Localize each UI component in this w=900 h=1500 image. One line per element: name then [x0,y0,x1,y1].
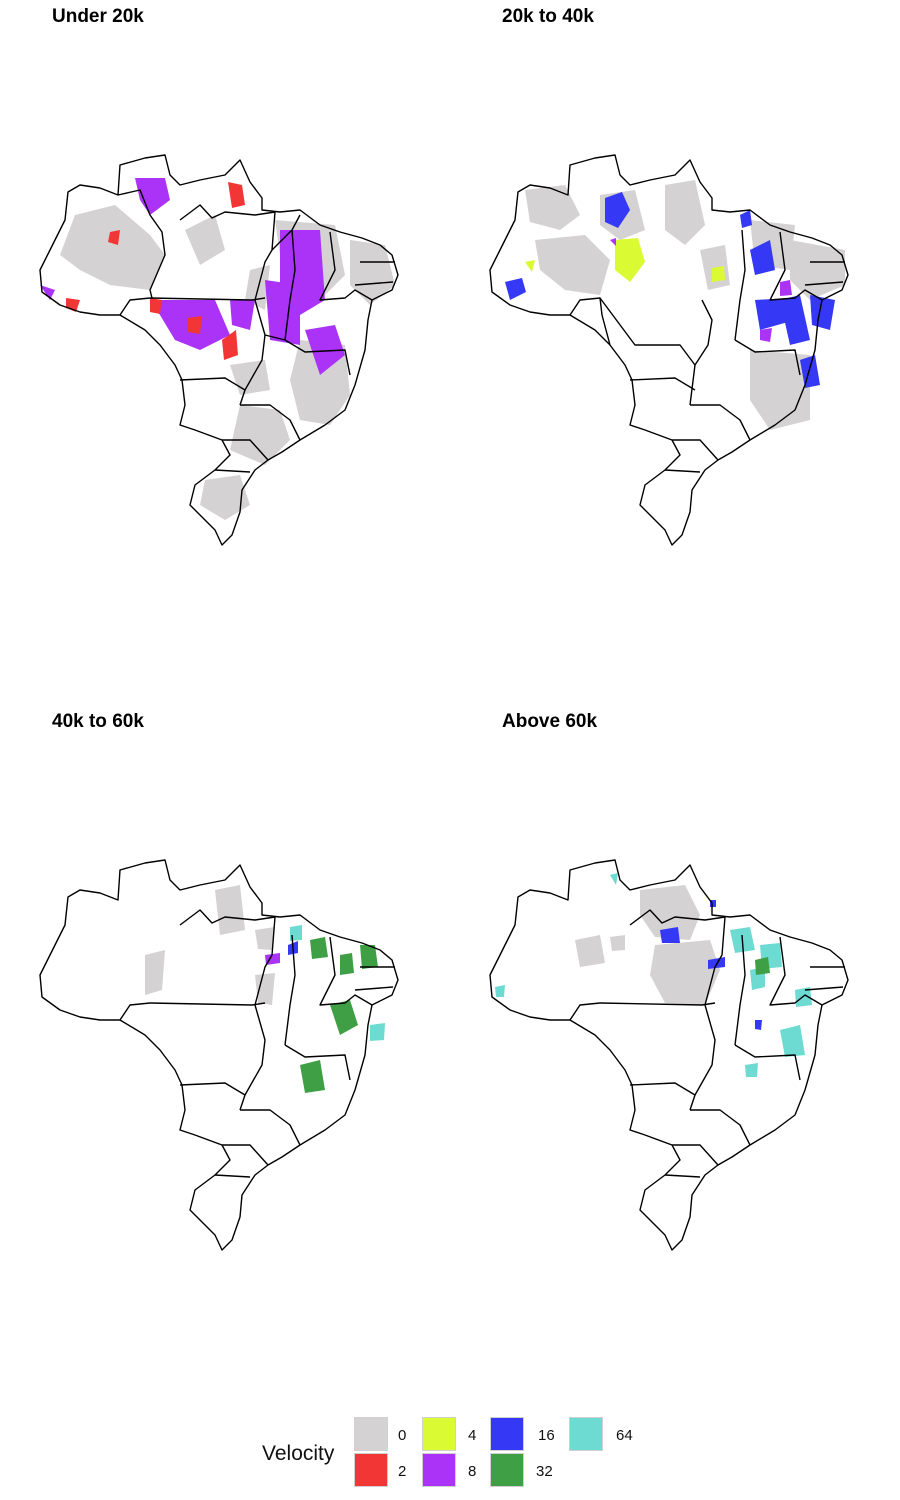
state-borders [39,154,399,546]
legend-label-2: 2 [398,1463,407,1480]
legend-label-4: 4 [468,1427,477,1444]
panel-title: Under 20k [52,6,144,27]
legend-key-0 [354,1417,388,1451]
legend-key-2 [354,1453,388,1487]
legend-label-64: 64 [616,1427,633,1444]
legend-title: Velocity [262,1442,335,1465]
brazil-map [39,154,399,546]
brazil-map [489,859,849,1251]
map-panel-under-20k: Under 20k [0,0,450,560]
state-borders [489,154,849,546]
filled-regions [40,178,395,520]
filled-regions [505,180,845,430]
panel-title: Above 60k [502,711,598,732]
legend-label-16: 16 [538,1427,555,1444]
map-panel-above-60k: Above 60k [450,705,900,1265]
legend-key-8 [422,1453,456,1487]
panel-title: 20k to 40k [502,6,594,27]
state-borders [39,859,399,1251]
filled-regions [145,885,385,1093]
filled-regions [495,873,812,1077]
legend-label-8: 8 [468,1463,477,1480]
brazil-map [489,154,849,546]
legend-label-0: 0 [398,1427,407,1444]
state-borders [489,859,849,1251]
legend-key-32 [490,1453,524,1487]
panel-title: 40k to 60k [52,711,144,732]
legend-key-64 [569,1417,603,1451]
brazil-map [39,859,399,1251]
legend-label-32: 32 [536,1463,553,1480]
map-panel-40k-to-60k: 40k to 60k [0,705,450,1265]
legend: Velocity 0 2 4 8 16 32 64 [262,1415,682,1490]
legend-key-16 [490,1417,524,1451]
map-panel-20k-to-40k: 20k to 40k [450,0,900,560]
legend-key-4 [422,1417,456,1451]
